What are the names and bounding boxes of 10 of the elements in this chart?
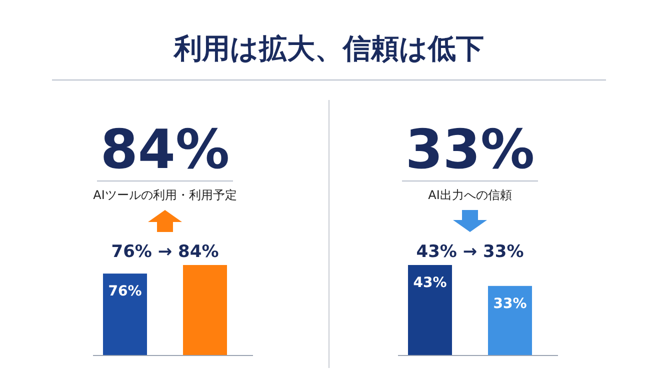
data-label: 43% <box>413 275 447 291</box>
chart-subtitle: AI出力への信頼 <box>428 188 512 202</box>
text: 利用は拡大、信頼は低下 <box>173 32 484 65</box>
data-label: 76% <box>108 284 142 300</box>
text: 76% → 84% <box>111 242 219 262</box>
text: 43% → 33% <box>416 242 524 262</box>
data-label: 33% <box>493 296 527 312</box>
chart-title: 84% <box>100 118 230 181</box>
chart-subtitle: AIツールの利用・利用予定 <box>93 188 237 202</box>
chart-title: 33% <box>405 118 535 181</box>
